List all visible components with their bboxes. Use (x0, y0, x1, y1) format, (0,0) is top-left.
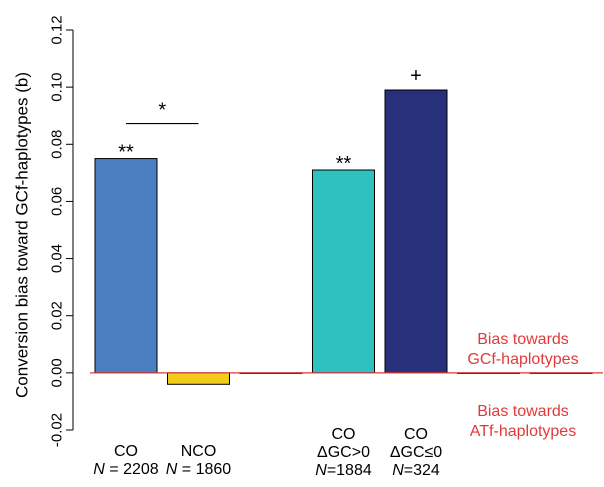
annotation-text: ATf-haplotypes (470, 423, 576, 440)
category-label-italic: N (166, 461, 178, 478)
comparison-label: * (158, 100, 166, 122)
annotation-text: Bias towards (477, 331, 569, 348)
category-label: CO (114, 443, 138, 460)
y-tick-label: 0.04 (49, 244, 66, 273)
category-label: N=1884 (315, 462, 372, 479)
category-label: N = 1860 (166, 461, 231, 478)
y-tick-label: 0.00 (49, 358, 66, 387)
bar (384, 89, 448, 374)
annotations: Bias towards GCf-haplotypes Bias towards AT… (467, 331, 578, 440)
bar (94, 158, 158, 374)
category-label: N = 2208 (93, 461, 158, 478)
category-label: CO (404, 426, 428, 443)
category-label: ΔGC>0 (317, 444, 370, 461)
significance-marker: + (410, 65, 422, 87)
category-label-rest: = 1860 (177, 461, 231, 478)
category-label: NCO (181, 443, 217, 460)
y-tick-label: 0.08 (49, 130, 66, 159)
category-label: CO (332, 426, 356, 443)
y-tick-label: 0.10 (49, 73, 66, 102)
category-label-rest: =324 (404, 462, 440, 479)
category-label-rest: = 2208 (105, 461, 159, 478)
bar (167, 372, 230, 385)
annotation-text: GCf-haplotypes (467, 351, 578, 368)
y-tick-label: 0.06 (49, 187, 66, 216)
y-axis: -0.02 0.00 0.02 0.04 0.06 0.08 0.10 0.12 Convers… (13, 15, 74, 447)
significance-marks: ** ** + * (118, 65, 422, 175)
significance-marker: ** (336, 153, 352, 175)
category-label-rest: =1884 (327, 462, 372, 479)
y-axis-label: Conversion bias toward GCf-haplotypes (b… (13, 72, 32, 398)
y-tick-label: 0.02 (49, 301, 66, 330)
y-tick-label: 0.12 (49, 15, 66, 44)
category-label-italic: N (93, 461, 105, 478)
category-label-italic: N (392, 462, 404, 479)
annotation-text: Bias towards (477, 403, 569, 420)
category-label: N=324 (392, 462, 440, 479)
bars (94, 89, 593, 385)
significance-marker: ** (118, 142, 134, 164)
category-label-italic: N (315, 462, 327, 479)
y-tick-label: -0.02 (49, 413, 66, 447)
bar (312, 169, 375, 374)
category-label: ΔGC≤0 (390, 444, 442, 461)
